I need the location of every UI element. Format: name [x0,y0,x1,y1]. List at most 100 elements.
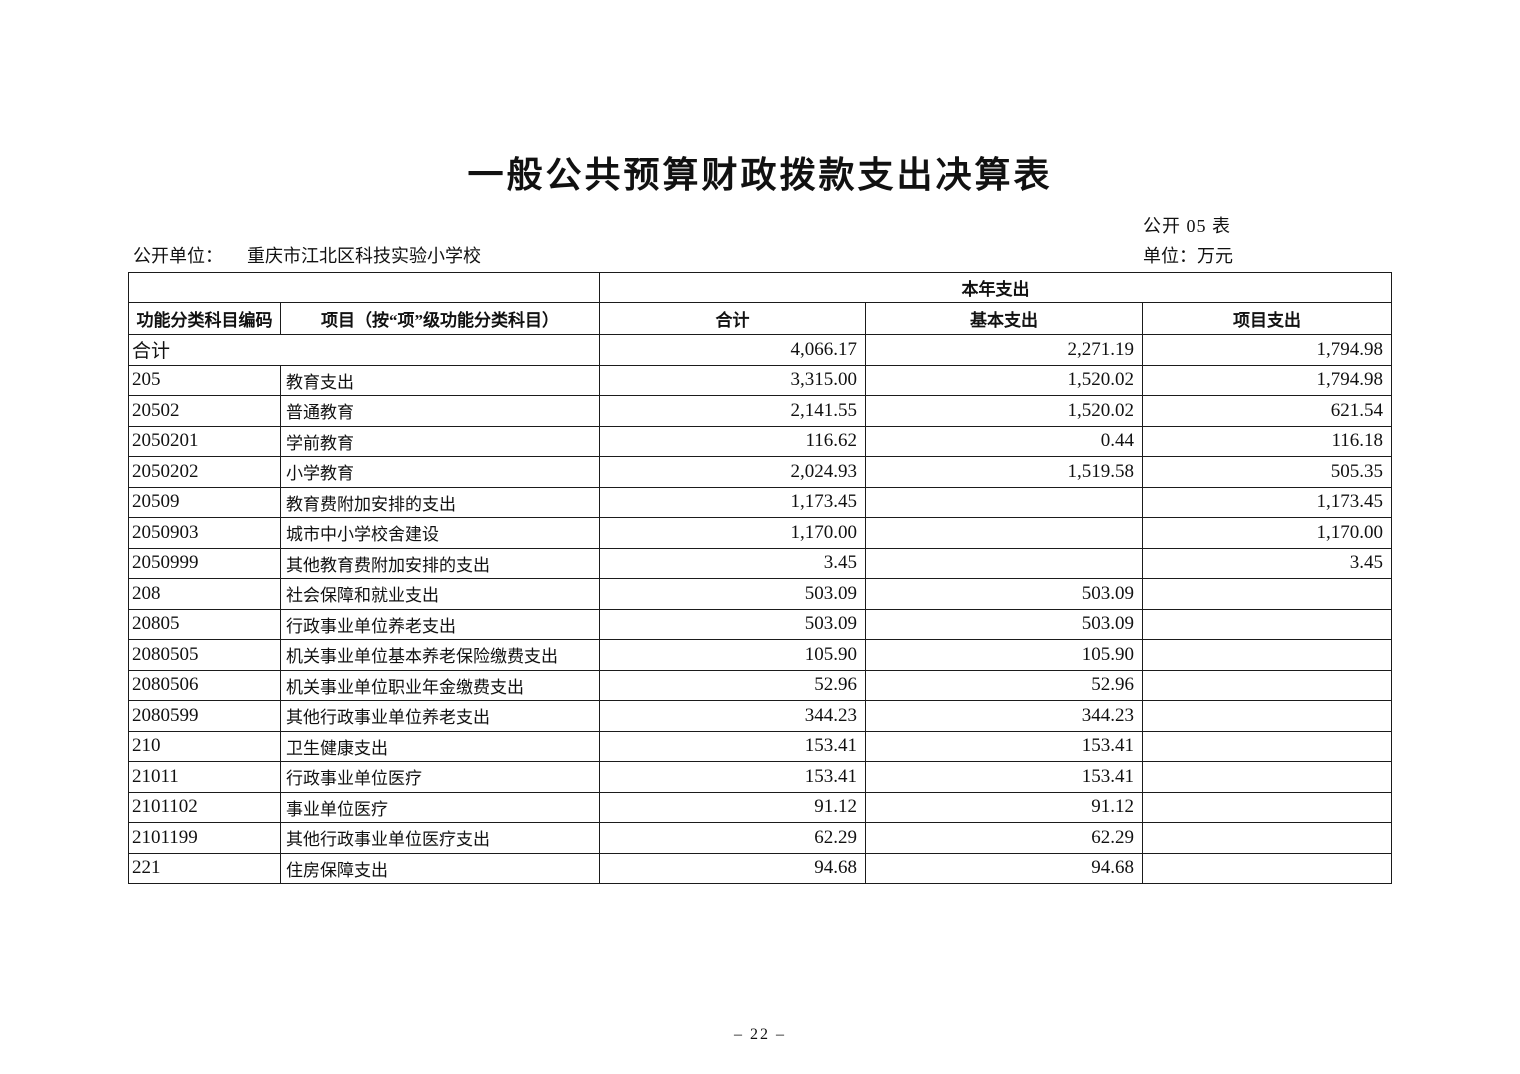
row-code: 2080506 [128,669,281,701]
row-basic: 153.41 [865,761,1143,793]
budget-table: 本年支出 功能分类科目编码 项目（按“项”级功能分类科目） 合计 基本支出 项目… [128,272,1392,884]
row-code: 2050202 [128,456,281,488]
row-project [1142,822,1392,854]
row-code: 2101102 [128,791,281,823]
row-total: 2,024.93 [599,456,866,488]
row-project [1142,700,1392,732]
table-row: 20502 普通教育 2,141.55 1,520.02 621.54 [128,395,1392,427]
row-code: 210 [128,730,281,762]
row-total: 503.09 [599,578,866,610]
table-row: 2101199 其他行政事业单位医疗支出 62.29 62.29 [128,822,1392,854]
row-total: 153.41 [599,730,866,762]
row-code: 205 [128,364,281,396]
table-row: 208 社会保障和就业支出 503.09 503.09 [128,578,1392,610]
row-project [1142,669,1392,701]
table-row: 2050202 小学教育 2,024.93 1,519.58 505.35 [128,456,1392,488]
row-name: 城市中小学校舍建设 [280,517,600,549]
row-project [1142,761,1392,793]
header-code: 功能分类科目编码 [128,302,281,335]
table-header: 本年支出 功能分类科目编码 项目（按“项”级功能分类科目） 合计 基本支出 项目… [128,272,1392,335]
row-project [1142,578,1392,610]
row-basic: 0.44 [865,425,1143,457]
row-project: 3.45 [1142,547,1392,579]
row-code: 2080599 [128,700,281,732]
row-total: 62.29 [599,822,866,854]
row-basic: 91.12 [865,791,1143,823]
table-row: 2101102 事业单位医疗 91.12 91.12 [128,791,1392,823]
row-name: 住房保障支出 [280,852,600,884]
row-name: 行政事业单位养老支出 [280,608,600,640]
row-total: 91.12 [599,791,866,823]
row-project [1142,730,1392,762]
row-total: 94.68 [599,852,866,884]
row-name: 教育支出 [280,364,600,396]
row-total: 344.23 [599,700,866,732]
page-title: 一般公共预算财政拨款支出决算表 [467,155,1053,195]
table-row: 205 教育支出 3,315.00 1,520.02 1,794.98 [128,364,1392,396]
row-project: 1,173.45 [1142,486,1392,518]
row-basic: 52.96 [865,669,1143,701]
row-project [1142,639,1392,671]
row-code: 2050903 [128,517,281,549]
row-project: 1,170.00 [1142,517,1392,549]
row-name: 其他行政事业单位医疗支出 [280,822,600,854]
header-item: 项目（按“项”级功能分类科目） [280,302,600,335]
row-code: 2050999 [128,547,281,579]
row-project: 116.18 [1142,425,1392,457]
row-basic: 1,520.02 [865,364,1143,396]
header-project: 项目支出 [1142,302,1392,335]
table-row: 20509 教育费附加安排的支出 1,173.45 1,173.45 [128,486,1392,518]
row-code: 221 [128,852,281,884]
publisher-label: 公开单位： [133,246,223,266]
row-basic: 1,520.02 [865,395,1143,427]
table-row: 2050201 学前教育 116.62 0.44 116.18 [128,425,1392,457]
row-project [1142,608,1392,640]
table-row: 2050903 城市中小学校舍建设 1,170.00 1,170.00 [128,517,1392,549]
table-row: 221 住房保障支出 94.68 94.68 [128,852,1392,884]
table-row: 20805 行政事业单位养老支出 503.09 503.09 [128,608,1392,640]
row-code: 21011 [128,761,281,793]
table-row: 2080506 机关事业单位职业年金缴费支出 52.96 52.96 [128,669,1392,701]
table-row: 21011 行政事业单位医疗 153.41 153.41 [128,761,1392,793]
row-name: 社会保障和就业支出 [280,578,600,610]
row-code: 合计 [128,334,600,366]
row-code: 20509 [128,486,281,518]
row-project: 505.35 [1142,456,1392,488]
row-name: 教育费附加安排的支出 [280,486,600,518]
header-blank-cell [128,272,600,303]
row-total: 2,141.55 [599,395,866,427]
header-basic: 基本支出 [865,302,1143,335]
row-basic [865,486,1143,518]
row-name: 其他教育费附加安排的支出 [280,547,600,579]
row-project: 621.54 [1142,395,1392,427]
row-basic: 153.41 [865,730,1143,762]
header-total: 合计 [599,302,866,335]
publisher-line: 公开单位： 重庆市江北区科技实验小学校 [133,242,481,268]
row-code: 2050201 [128,425,281,457]
table-row: 210 卫生健康支出 153.41 153.41 [128,730,1392,762]
table-row: 2080599 其他行政事业单位养老支出 344.23 344.23 [128,700,1392,732]
row-code: 20502 [128,395,281,427]
row-project: 1,794.98 [1142,334,1392,366]
row-basic: 503.09 [865,578,1143,610]
publisher-name: 重庆市江北区科技实验小学校 [247,246,481,266]
row-name: 机关事业单位基本养老保险缴费支出 [280,639,600,671]
row-total: 153.41 [599,761,866,793]
row-code: 2080505 [128,639,281,671]
row-name: 卫生健康支出 [280,730,600,762]
row-total: 52.96 [599,669,866,701]
table-row: 2080505 机关事业单位基本养老保险缴费支出 105.90 105.90 [128,639,1392,671]
row-code: 208 [128,578,281,610]
row-code: 2101199 [128,822,281,854]
row-project: 1,794.98 [1142,364,1392,396]
row-name: 学前教育 [280,425,600,457]
table-row: 合计 4,066.17 2,271.19 1,794.98 [128,334,1392,366]
row-basic [865,547,1143,579]
row-project [1142,791,1392,823]
row-basic [865,517,1143,549]
row-total: 105.90 [599,639,866,671]
row-basic: 503.09 [865,608,1143,640]
table-code-label: 公开 05 表 [1143,216,1231,236]
row-basic: 62.29 [865,822,1143,854]
